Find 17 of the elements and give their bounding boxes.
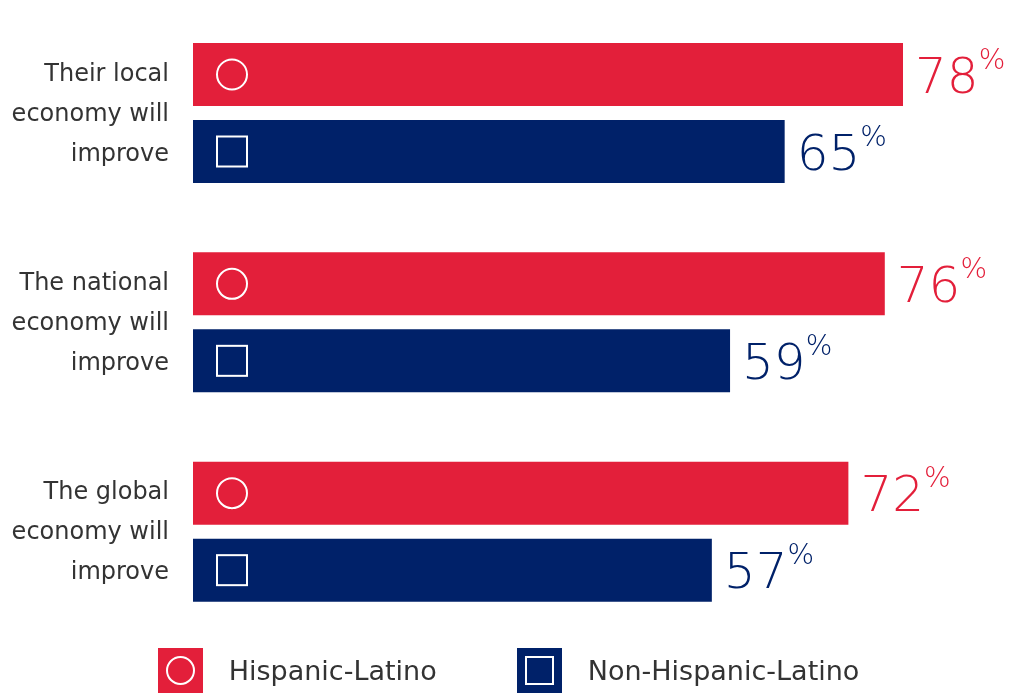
bar: [193, 461, 849, 525]
y-tick-label: The global economy will improve: [11, 477, 169, 586]
data-label: 76$^{%}$: [896, 252, 988, 314]
y-tick-label: The national economy will improve: [11, 268, 169, 376]
data-label: 72$^{%}$: [860, 461, 951, 524]
y-tick-label: Their local economy will improve: [11, 58, 169, 167]
data-label: 59$^{%}$: [742, 329, 833, 391]
bar: [193, 538, 712, 602]
bar: [193, 43, 903, 106]
legend-label: Non-Hispanic-Latino: [587, 655, 860, 686]
bar: [193, 120, 785, 183]
data-label: 57$^{%}$: [723, 538, 815, 601]
bar: [193, 329, 731, 393]
data-label: 65$^{%}$: [796, 119, 887, 182]
data-label: 78$^{%}$: [915, 42, 1006, 105]
bar: [193, 252, 885, 316]
legend-label: Hispanic-Latino: [228, 655, 437, 686]
